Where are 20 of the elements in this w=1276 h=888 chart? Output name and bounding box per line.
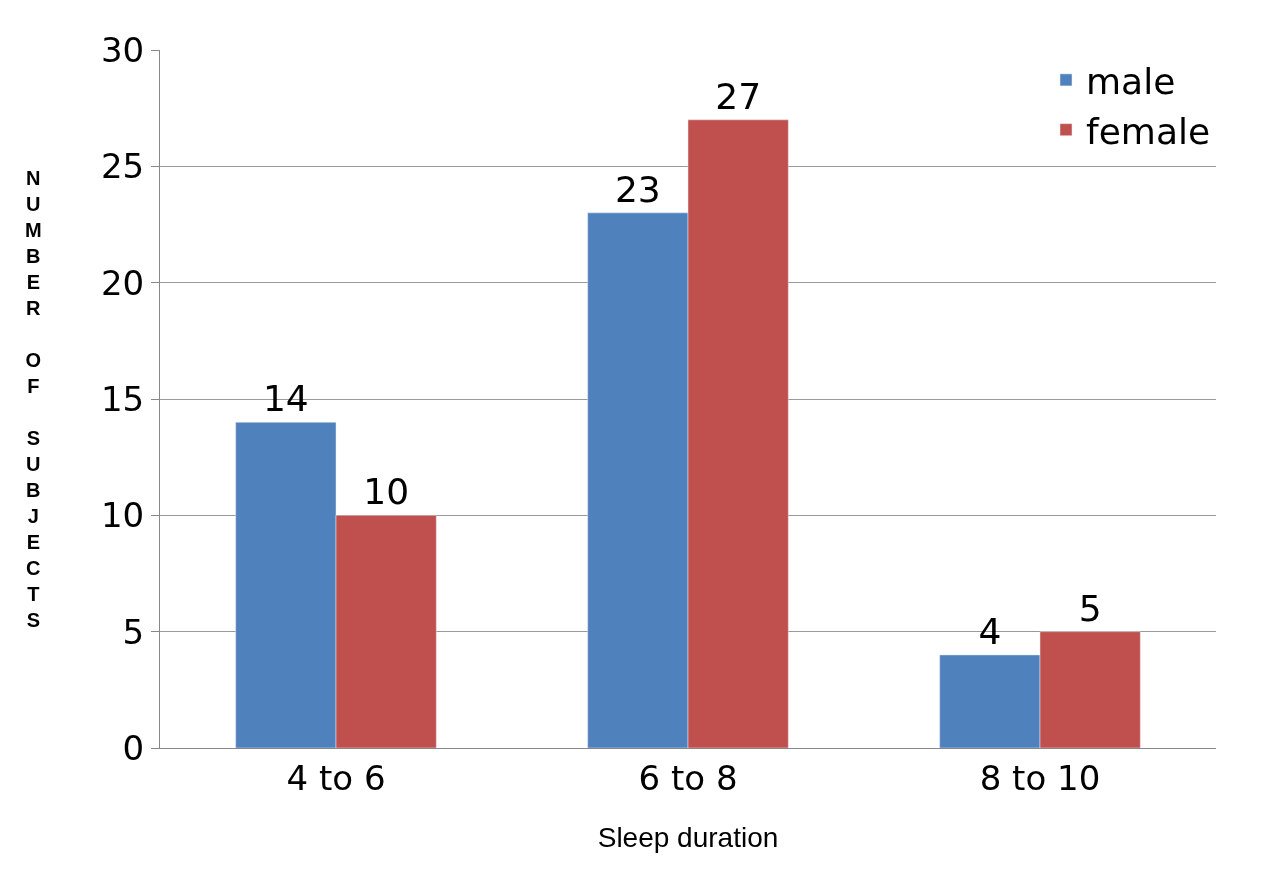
y-tick-label: 20 <box>100 262 145 303</box>
legend-label: male <box>1086 60 1176 102</box>
text: NUMBER OF SUBJECTS <box>25 167 42 631</box>
y-tick-label: 5 <box>122 611 145 652</box>
y-tick-label: 25 <box>100 146 145 187</box>
x-tick-label: 8 to 10 <box>979 757 1101 798</box>
data-label: 14 <box>262 378 309 420</box>
x-axis-title: Sleep duration <box>597 821 779 853</box>
y-tick-label: 10 <box>100 495 145 536</box>
data-label: 4 <box>978 610 1002 652</box>
data-label: 5 <box>1078 587 1102 629</box>
y-tick-label: 30 <box>100 29 145 70</box>
data-label: 10 <box>363 471 410 513</box>
x-tick-label: 6 to 8 <box>638 757 738 798</box>
y-tick-label: 15 <box>100 378 145 419</box>
data-label: 27 <box>715 75 762 117</box>
x-tick-label: 4 to 6 <box>286 757 386 798</box>
y-tick-label: 0 <box>122 727 145 768</box>
data-label: 23 <box>614 168 661 210</box>
legend-label: female <box>1086 110 1211 152</box>
